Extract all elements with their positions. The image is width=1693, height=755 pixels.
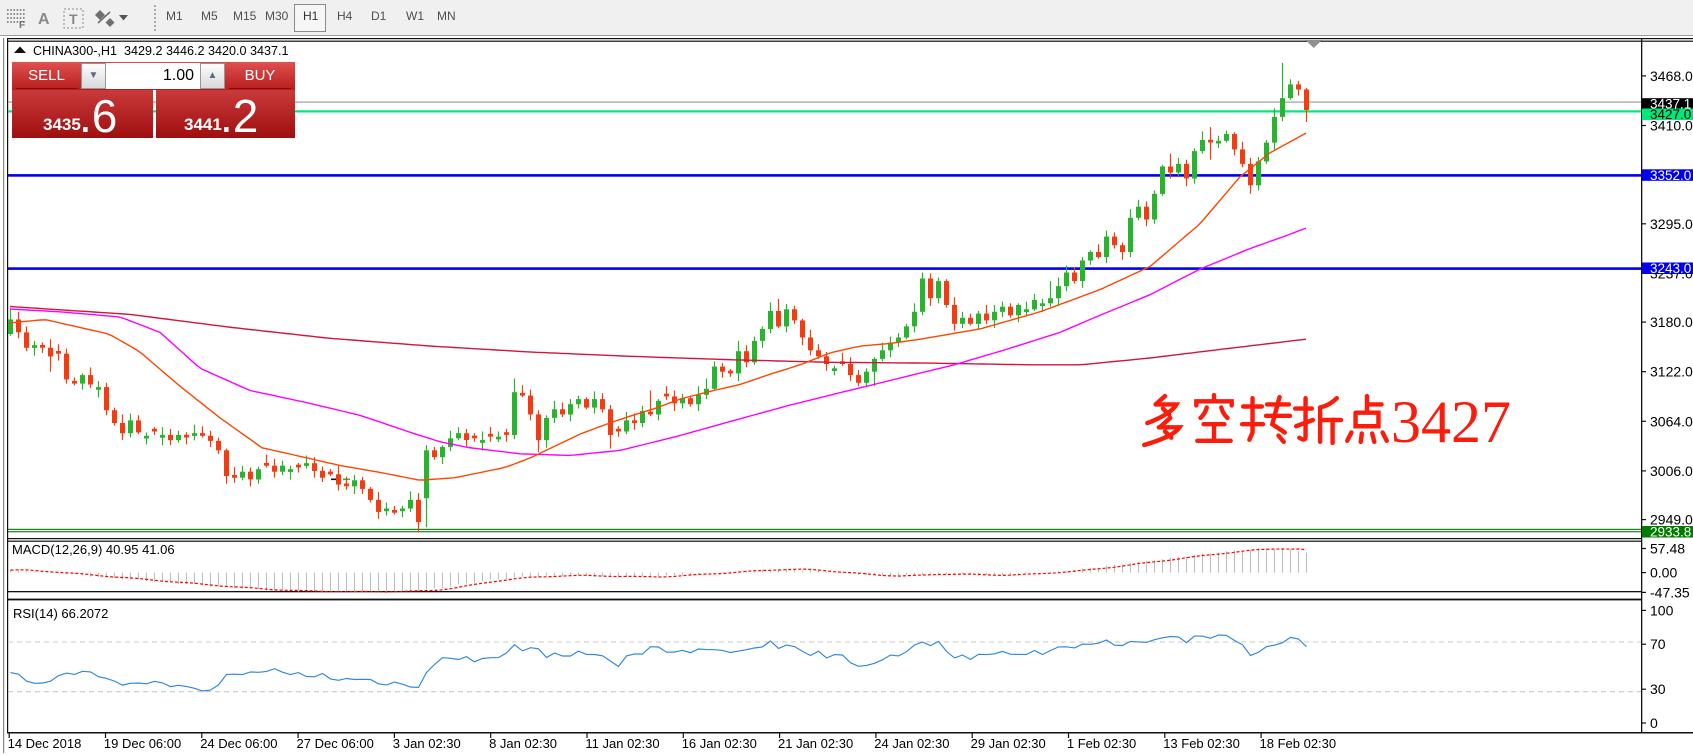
svg-text:100: 100: [1650, 602, 1674, 618]
svg-text:3468.0: 3468.0: [1650, 68, 1693, 84]
svg-text:0: 0: [1650, 715, 1658, 731]
svg-text:RSI(14) 66.2072: RSI(14) 66.2072: [13, 606, 108, 621]
svg-text:13 Feb 02:30: 13 Feb 02:30: [1163, 736, 1240, 751]
svg-text:CHINA300-,H1 3429.2 3446.2 34: CHINA300-,H1 3429.2 3446.2 3420.0 3437.1: [33, 44, 289, 58]
svg-text:3437.1: 3437.1: [1650, 97, 1691, 112]
svg-text:3 Jan 02:30: 3 Jan 02:30: [393, 736, 461, 751]
svg-text:3006.0: 3006.0: [1650, 463, 1693, 479]
svg-text:3410.0: 3410.0: [1650, 118, 1693, 134]
svg-text:1 Feb 02:30: 1 Feb 02:30: [1067, 736, 1136, 751]
svg-text:3064.0: 3064.0: [1650, 413, 1693, 429]
svg-text:8 Jan 02:30: 8 Jan 02:30: [489, 736, 557, 751]
svg-text:T: T: [69, 11, 78, 27]
svg-text:0.00: 0.00: [1650, 565, 1677, 581]
svg-text:57.48: 57.48: [1650, 541, 1685, 557]
svg-text:A: A: [38, 11, 50, 28]
svg-text:27 Dec 06:00: 27 Dec 06:00: [297, 736, 374, 751]
svg-text:30: 30: [1650, 681, 1666, 697]
svg-text:11 Jan 02:30: 11 Jan 02:30: [585, 736, 659, 751]
svg-text:19 Dec 06:00: 19 Dec 06:00: [104, 736, 181, 751]
svg-text:24 Dec 06:00: 24 Dec 06:00: [200, 736, 277, 751]
svg-text:21 Jan 02:30: 21 Jan 02:30: [778, 736, 853, 751]
svg-text:16 Jan 02:30: 16 Jan 02:30: [682, 736, 757, 751]
svg-text:3243.0: 3243.0: [1650, 261, 1691, 276]
svg-text:MACD(12,26,9) 40.95 41.06: MACD(12,26,9) 40.95 41.06: [12, 542, 175, 557]
svg-text:3427: 3427: [1391, 389, 1511, 455]
svg-text:2933.8: 2933.8: [1650, 525, 1691, 540]
svg-text:2949.0: 2949.0: [1650, 512, 1693, 528]
svg-text:F: F: [19, 20, 25, 31]
svg-text:3122.0: 3122.0: [1650, 364, 1693, 380]
svg-text:-47.35: -47.35: [1650, 584, 1690, 600]
svg-text:18 Feb 02:30: 18 Feb 02:30: [1260, 736, 1337, 751]
svg-text:3180.0: 3180.0: [1650, 314, 1693, 330]
svg-text:29 Jan 02:30: 29 Jan 02:30: [971, 736, 1046, 751]
svg-text:3295.0: 3295.0: [1650, 216, 1693, 232]
svg-text:3352.0: 3352.0: [1650, 168, 1691, 183]
svg-text:24 Jan 02:30: 24 Jan 02:30: [874, 736, 949, 751]
svg-text:70: 70: [1650, 636, 1666, 652]
svg-text:3427.0: 3427.0: [1650, 107, 1691, 122]
svg-text:14 Dec 2018: 14 Dec 2018: [8, 736, 82, 751]
